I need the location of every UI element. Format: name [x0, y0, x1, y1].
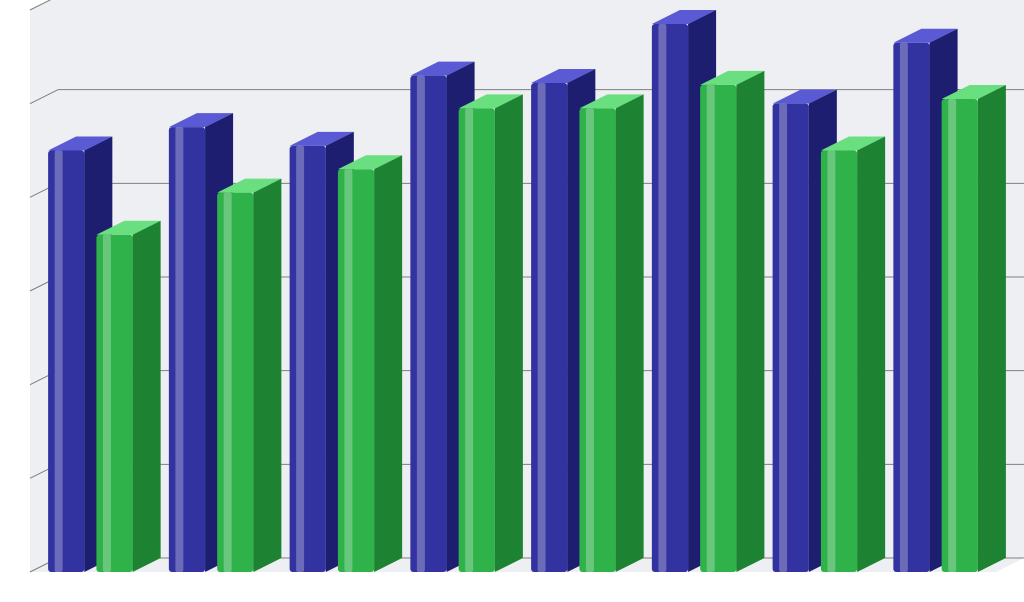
bar-series-b-5	[700, 71, 764, 572]
bar-series-b-0	[96, 221, 160, 572]
bar-series-b-2	[338, 155, 402, 572]
bar-series-b-1	[217, 179, 281, 572]
chart-stage	[0, 0, 1024, 602]
bar-series-b-3	[459, 94, 523, 572]
bar-series-b-4	[579, 94, 643, 572]
bar-series-b-6	[821, 137, 885, 573]
bars	[0, 0, 1024, 602]
bar-series-b-7	[942, 85, 1006, 572]
